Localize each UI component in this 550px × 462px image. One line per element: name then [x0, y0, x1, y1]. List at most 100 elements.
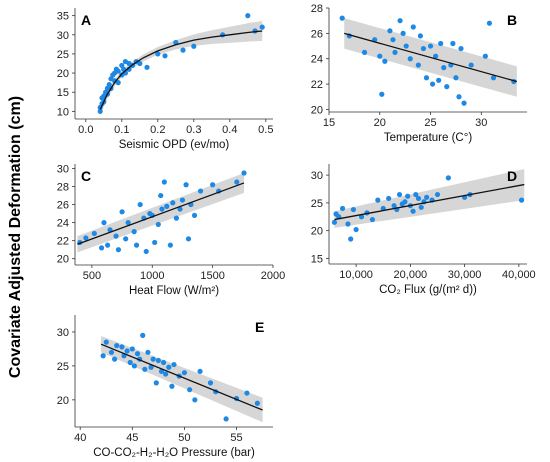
panel-a-point: [115, 68, 121, 74]
panel-c-point: [125, 220, 131, 226]
panel-c-point: [123, 236, 129, 242]
panel-b-point: [436, 77, 442, 83]
panel-c-x-tick-label: 500: [83, 270, 101, 282]
panel-d-y-tick-label: 25: [311, 198, 323, 210]
panel-d-y-tick-label: 20: [311, 226, 323, 238]
panel-a-point: [220, 32, 226, 38]
panel-b-point: [377, 53, 383, 59]
panel-a-point: [155, 51, 161, 57]
panel-d-x-tick-label: 20,000: [394, 269, 428, 281]
panel-b-point: [461, 100, 467, 106]
panel-b-point: [379, 91, 385, 97]
panel-e-point: [114, 342, 120, 349]
panel-e-point: [145, 349, 151, 355]
panel-d: 10,000 20,000 30,000 40,000 15 20 25 30 CO₂ Flux…: [311, 164, 536, 296]
panel-b-y-tick-label: 26: [311, 28, 323, 40]
panel-c-point: [113, 233, 119, 239]
panel-a-point: [259, 24, 265, 30]
panel-b-y-tick-label: 20: [311, 104, 323, 116]
panel-e-point: [171, 361, 177, 368]
panel-e-point: [124, 348, 130, 354]
panel-e-point: [100, 353, 106, 359]
panel-a-point: [137, 60, 143, 67]
panel-b-y-tick-label: 24: [311, 54, 323, 66]
panel-d-point: [418, 204, 424, 210]
panel-c-point: [104, 242, 111, 248]
panel-c-y-tick-label: 28: [57, 182, 69, 194]
panel-b-x-tick-label: 20: [374, 117, 386, 129]
panel-e-point: [169, 383, 175, 389]
panel-d-point: [410, 208, 416, 214]
panel-e-point: [131, 363, 137, 369]
panel-e-point: [207, 380, 214, 386]
panel-a-letter: A: [81, 12, 91, 28]
panel-a-y-tick-label: 10: [57, 106, 69, 118]
panel-d-x-tick-label: 40,000: [502, 269, 536, 281]
panel-a-y-tick-label: 15: [57, 87, 69, 99]
panel-a-confidence-band: [100, 21, 263, 115]
panel-e-point: [108, 349, 115, 355]
panel-a-point: [180, 47, 186, 53]
panel-a-y-tick-label: 25: [57, 49, 69, 61]
panel-e-point: [112, 356, 118, 362]
panel-b-point: [444, 84, 450, 90]
panel-a-point: [162, 53, 168, 59]
panel-e-point: [119, 344, 125, 350]
panel-c-x-tick-label: 1000: [140, 270, 164, 282]
panel-e-y-tick-label: 25: [57, 361, 69, 373]
panel-d-point: [350, 206, 357, 213]
panel-c-point: [159, 206, 165, 212]
panel-b-point: [415, 62, 421, 68]
panel-c-point: [241, 170, 247, 176]
figure-y-axis-label: Covariate Adjusted Deformation (cm): [7, 96, 24, 378]
panel-e-point: [181, 370, 188, 376]
panel-b-point: [441, 65, 447, 71]
panel-c-point: [83, 235, 89, 241]
panel-e-point: [254, 400, 260, 406]
panel-b-point: [427, 43, 434, 49]
panel-d-point: [353, 226, 359, 233]
panel-a-point: [245, 13, 251, 19]
panel-c-point: [98, 245, 105, 251]
panel-d-point: [375, 197, 381, 203]
panel-b-point: [450, 40, 456, 47]
panel-a-x-tick-label: 0.3: [186, 124, 201, 136]
panel-e-point: [197, 368, 203, 374]
panel-c-point: [119, 209, 125, 215]
panel-b-x-tick-label: 15: [323, 117, 335, 129]
panel-c-x-tick-label: 2000: [261, 270, 285, 282]
panel-b-letter: B: [507, 12, 517, 28]
panel-d-point: [424, 194, 430, 200]
panel-c-point: [133, 242, 140, 248]
panel-d-point: [434, 191, 441, 198]
panel-c-confidence-band: [77, 173, 245, 253]
panel-c-point: [161, 179, 167, 185]
panel-e-point: [187, 387, 193, 393]
panel-c: 500 1000 1500 2000 20 22 24 26 28 30 Heat Flow (W/…: [57, 164, 285, 297]
panel-b-point: [387, 28, 393, 34]
panel-c-point: [164, 203, 170, 209]
panel-c-point: [170, 200, 176, 206]
panel-d-point: [339, 205, 346, 212]
panel-e-point: [150, 356, 156, 362]
panel-a-point: [144, 64, 150, 70]
panel-c-point: [179, 197, 186, 203]
panel-e-point: [155, 357, 161, 364]
panel-c-y-tick-label: 30: [57, 164, 69, 176]
panel-c-point: [152, 239, 158, 246]
panel-c-fit-line: [77, 182, 245, 245]
panel-c-y-tick-label: 22: [57, 236, 69, 248]
panel-e-confidence-band: [101, 336, 263, 423]
panel-a-point: [126, 66, 132, 72]
panel-d-point: [386, 195, 392, 202]
panel-d-point: [358, 214, 365, 220]
panel-c-point: [155, 221, 161, 228]
panel-e-point: [244, 390, 250, 396]
panel-c-point: [137, 201, 143, 208]
panel-c-point: [158, 192, 164, 199]
panel-c-x-axis-label: Heat Flow (W/m²): [129, 285, 219, 297]
panel-d-x-axis-label: CO₂ Flux (g/(m² d)): [379, 284, 477, 296]
panel-c-point: [197, 188, 204, 194]
panel-e-point: [140, 332, 146, 338]
panel-e-point: [127, 359, 133, 366]
